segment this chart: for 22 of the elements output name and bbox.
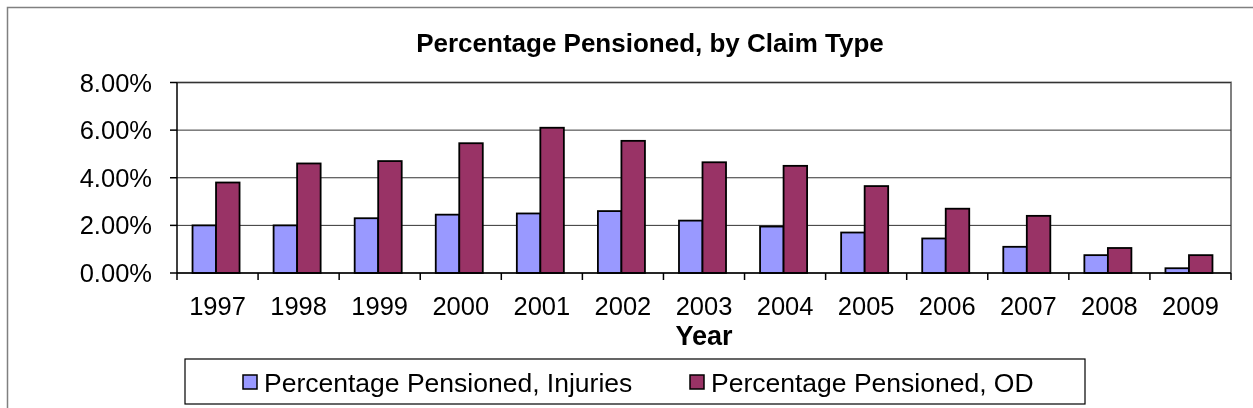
x-tick-label: 2006 [918,292,976,320]
x-tick-label: 2001 [513,292,571,320]
x-tick-label: 2009 [1162,292,1219,320]
x-tick-label: 1999 [351,292,409,320]
x-tick-label: 2003 [675,292,733,320]
y-tick-label: 0.00% [79,259,152,287]
y-tick-label: 8.00% [79,68,152,97]
y-tick-label: 4.00% [79,163,152,192]
y-tick-label: 6.00% [79,116,152,145]
y-tick-label: 2.00% [79,211,152,240]
x-tick-label: 1997 [189,292,246,320]
x-tick-label: 2008 [1081,292,1138,320]
legend-label: Percentage Pensioned, Injuries [264,368,633,398]
x-tick-label: 2005 [837,292,895,320]
chart-title: Percentage Pensioned, by Claim Type [416,28,884,58]
x-tick-label: 2007 [999,292,1057,320]
x-tick-label: 2002 [594,292,652,320]
x-tick-label: 2000 [432,292,490,320]
x-tick-label: 2004 [756,292,814,320]
x-tick-label: 1998 [270,292,327,320]
x-axis-title: Year [675,321,734,351]
legend-label: Percentage Pensioned, OD [711,368,1034,398]
